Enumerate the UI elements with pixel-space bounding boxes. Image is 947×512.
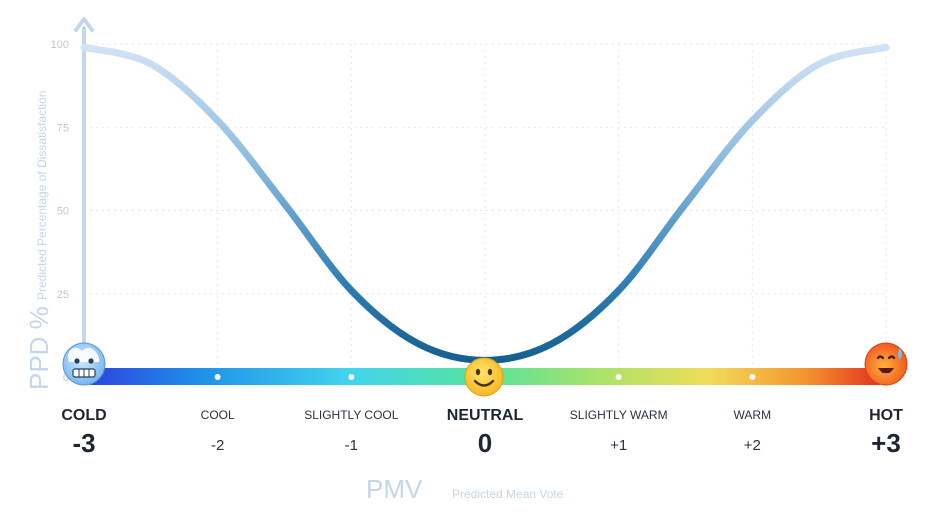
y-tick-labels: 0 25 50 75 100 bbox=[51, 39, 69, 384]
y-tick-label: 25 bbox=[57, 289, 69, 301]
x-category-value: +2 bbox=[744, 437, 761, 454]
x-category-name: NEUTRAL bbox=[447, 407, 524, 424]
y-tick-label: 0 bbox=[63, 372, 69, 384]
x-category-value: +3 bbox=[871, 428, 901, 458]
x-category-name: COLD bbox=[61, 407, 106, 424]
x-axis-labels: COLD -3 COOL -2 SLIGHTLY COOL -1 NEUTRAL 0 SLIGH… bbox=[61, 407, 903, 458]
y-axis-title: PPD % Predicted Percentage of Dissatisfa… bbox=[24, 91, 54, 390]
x-category-name: SLIGHTLY COOL bbox=[304, 408, 399, 422]
grid bbox=[84, 43, 887, 377]
y-tick-label: 100 bbox=[51, 39, 69, 51]
x-category-value: 0 bbox=[478, 428, 492, 458]
y-axis-label-sub: Predicted Percentage of Dissatisfaction bbox=[35, 91, 49, 300]
scale-markers bbox=[214, 374, 756, 380]
ppd-curve bbox=[80, 43, 890, 364]
x-category-name: SLIGHTLY WARM bbox=[570, 408, 668, 422]
freezing-face-icon bbox=[62, 342, 106, 386]
x-category-value: -3 bbox=[72, 428, 95, 458]
scale-marker-dot bbox=[615, 374, 622, 380]
y-axis-arrow-icon bbox=[74, 17, 94, 32]
x-axis-label-sub: Predicted Mean Vote bbox=[452, 487, 564, 501]
smiling-face-icon bbox=[464, 357, 504, 397]
y-tick-label: 75 bbox=[57, 122, 69, 134]
x-category-value: -2 bbox=[211, 437, 224, 454]
hot-face-icon bbox=[864, 342, 908, 386]
scale-marker-dot bbox=[348, 374, 355, 380]
scale-marker-dot bbox=[749, 374, 756, 380]
scale-marker-dot bbox=[214, 374, 221, 380]
y-axis-label-main: PPD % bbox=[24, 306, 54, 390]
x-category-name: HOT bbox=[869, 407, 903, 424]
y-tick-label: 50 bbox=[57, 206, 69, 218]
x-category-value: +1 bbox=[610, 437, 627, 454]
y-axis: 0 25 50 75 100 bbox=[51, 17, 94, 384]
x-category-value: -1 bbox=[345, 437, 358, 454]
x-category-name: WARM bbox=[734, 408, 772, 422]
x-category-name: COOL bbox=[201, 408, 235, 422]
x-axis-label-main: PMV bbox=[366, 474, 423, 504]
x-axis-title: PMV Predicted Mean Vote bbox=[366, 474, 564, 504]
